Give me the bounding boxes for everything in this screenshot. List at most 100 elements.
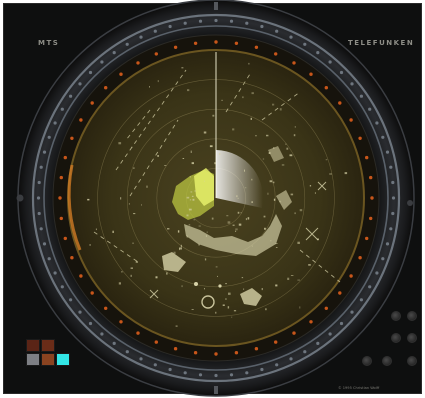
bezel-dot [36, 196, 41, 200]
echo-speckle [130, 274, 132, 277]
echo-speckle [182, 158, 185, 159]
scale-marker [349, 118, 353, 122]
bezel-dot [368, 285, 372, 289]
control-knob[interactable] [407, 333, 417, 343]
echo-speckle [281, 164, 285, 166]
echo-speckle [222, 304, 225, 306]
bezel-dot [391, 211, 395, 216]
echo-speckle [173, 251, 176, 254]
scale-marker [90, 291, 94, 295]
echo-speckle [191, 309, 194, 310]
echo-speckle [273, 147, 275, 149]
echo-speckle [149, 86, 150, 88]
scale-marker [63, 155, 67, 160]
echo-speckle [221, 99, 223, 101]
bezel-dot [39, 227, 43, 231]
echo-speckle [250, 117, 252, 120]
bezel-dot [112, 341, 116, 345]
echo-coast-yellow [194, 168, 214, 206]
bezel-dot [229, 373, 234, 377]
echo-speckle [287, 277, 290, 280]
echo-island-1 [162, 252, 186, 272]
scale-marker [309, 320, 313, 324]
bezel-dot [303, 350, 307, 354]
echo-speckle [189, 176, 191, 178]
bezel-dot [316, 341, 320, 345]
scale-marker [369, 175, 373, 180]
echo-speckle [189, 199, 192, 201]
bezel-dot [139, 35, 143, 39]
bezel-dot [42, 150, 47, 154]
control-knob[interactable] [407, 356, 417, 366]
scale-marker [90, 101, 94, 105]
bezel-dot [316, 51, 320, 55]
echo-island-4 [268, 146, 284, 162]
echo-speckle [204, 180, 205, 182]
control-knob[interactable] [391, 333, 401, 343]
bezel-dot [198, 19, 203, 23]
scale-marker [214, 40, 218, 44]
bezel-marker-bottom [214, 386, 218, 394]
echo-speckle [247, 217, 250, 220]
bezel-dot [229, 19, 234, 23]
bezel-ring-inner [43, 25, 389, 371]
scale-marker [349, 274, 353, 278]
echo-speckle [164, 165, 167, 166]
control-knob[interactable] [391, 311, 401, 321]
echo-speckle [309, 185, 312, 187]
echo-speckle [251, 201, 253, 203]
scale-marker [193, 351, 198, 355]
scale-marker [358, 136, 362, 140]
bezel-dot [328, 60, 332, 64]
echo-speckle [308, 264, 311, 266]
echo-speckle [243, 288, 245, 290]
echo-speckle [87, 198, 90, 201]
bezel-dot [381, 135, 385, 139]
echo-speckle [146, 185, 148, 188]
echo-speckle [232, 224, 235, 226]
echo-speckle [141, 204, 142, 206]
scale-marker [370, 196, 374, 200]
palette-swatch-rust[interactable] [41, 353, 55, 366]
control-knob[interactable] [407, 311, 417, 321]
echo-speckle [133, 167, 135, 169]
echo-speckle [245, 218, 247, 221]
echo-speckle [198, 243, 200, 246]
echo-speckle [130, 267, 133, 269]
scale-marker [193, 41, 198, 45]
bezel-dot [53, 121, 57, 125]
palette-swatch-brown-red[interactable] [41, 339, 55, 352]
bezel-dot [339, 70, 344, 75]
scale-marker [136, 331, 140, 335]
echo-speckle [294, 212, 296, 215]
echo-speckle [268, 152, 271, 154]
bezel-dot [375, 271, 379, 275]
echo-speckle [262, 158, 265, 160]
bezel-dot [183, 371, 187, 375]
echo-speckle [233, 310, 237, 312]
bezel-dot [359, 94, 363, 98]
echo-speckle [118, 282, 121, 285]
palette-swatch-grey[interactable] [26, 353, 40, 366]
scale-marker [309, 72, 313, 76]
echo-speckle [227, 221, 231, 224]
echo-speckle [241, 277, 244, 279]
scale-marker [70, 136, 74, 140]
echo-speckle [227, 306, 230, 309]
control-knob[interactable] [382, 356, 392, 366]
echo-speckle [192, 198, 195, 201]
scale-marker [214, 352, 218, 356]
echo-speckle [248, 62, 250, 65]
echo-speckle [186, 214, 189, 217]
echo-speckle [299, 306, 301, 309]
bezel-dot [289, 357, 293, 361]
echo-ring-target [201, 295, 215, 309]
palette-swatch-dark-red[interactable] [26, 339, 40, 352]
palette-swatch-cyan[interactable] [56, 353, 70, 366]
echo-speckle [314, 192, 316, 194]
echo-speckle [240, 212, 242, 214]
scale-marker [119, 320, 123, 324]
echo-speckle [299, 209, 303, 212]
control-knob[interactable] [362, 356, 372, 366]
echo-speckle [329, 173, 332, 175]
